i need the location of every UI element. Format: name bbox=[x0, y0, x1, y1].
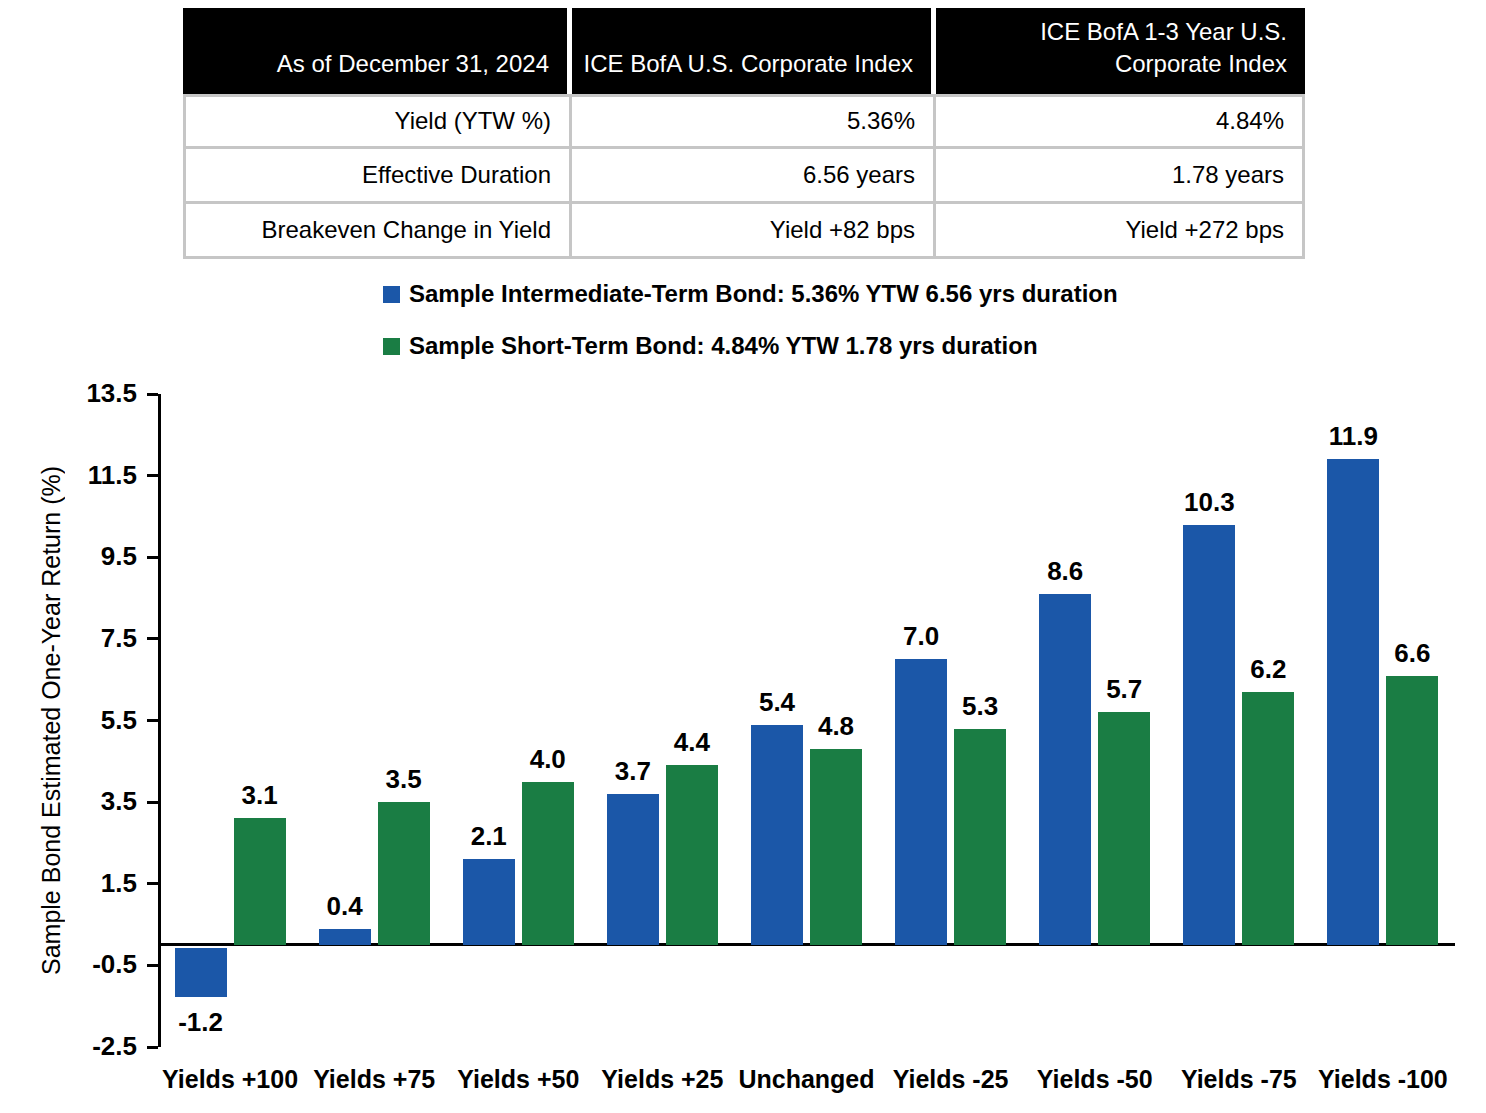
bar-intermediate bbox=[751, 725, 803, 945]
page: As of December 31, 2024 ICE BofA U.S. Co… bbox=[0, 0, 1486, 1113]
bar-short bbox=[954, 729, 1006, 945]
legend-swatch-blue-icon bbox=[383, 286, 400, 303]
table-header-1-3yr-index: ICE BofA 1-3 Year U.S. Corporate Index bbox=[936, 8, 1305, 94]
y-axis-tick bbox=[147, 801, 158, 804]
y-axis-tick-label: 11.5 bbox=[40, 460, 137, 491]
cell-duration-short: 1.78 years bbox=[936, 149, 1305, 204]
bar-short bbox=[1386, 676, 1438, 945]
bar-short bbox=[1242, 692, 1294, 945]
x-axis-category-label: Yields -100 bbox=[1311, 1065, 1455, 1094]
cell-duration-corp: 6.56 years bbox=[572, 149, 936, 204]
x-axis-category-label: Yields +50 bbox=[446, 1065, 590, 1094]
row-label-breakeven: Breakeven Change in Yield bbox=[183, 204, 572, 259]
index-comparison-table: As of December 31, 2024 ICE BofA U.S. Co… bbox=[183, 8, 1305, 259]
cell-breakeven-short: Yield +272 bps bbox=[936, 204, 1305, 259]
bar-value-label: 5.3 bbox=[928, 691, 1032, 722]
table-row: Breakeven Change in Yield Yield +82 bps … bbox=[183, 204, 1305, 259]
legend-label-intermediate: Sample Intermediate-Term Bond: 5.36% YTW… bbox=[409, 280, 1118, 308]
y-axis-tick bbox=[147, 1046, 158, 1049]
y-axis-line bbox=[158, 394, 161, 1047]
bar-intermediate bbox=[1327, 459, 1379, 945]
y-axis-tick-label: 13.5 bbox=[40, 378, 137, 409]
chart-legend: Sample Intermediate-Term Bond: 5.36% YTW… bbox=[383, 280, 1118, 360]
table-row: Yield (YTW %) 5.36% 4.84% bbox=[183, 94, 1305, 149]
legend-item-intermediate: Sample Intermediate-Term Bond: 5.36% YTW… bbox=[383, 280, 1118, 308]
bar-value-label: 3.1 bbox=[208, 780, 312, 811]
bar-short bbox=[522, 782, 574, 945]
cell-breakeven-corp: Yield +82 bps bbox=[572, 204, 936, 259]
bar-short bbox=[1098, 712, 1150, 945]
x-axis-category-label: Yields +25 bbox=[590, 1065, 734, 1094]
y-axis-tick-label: 5.5 bbox=[40, 705, 137, 736]
bar-intermediate bbox=[1039, 594, 1091, 945]
table-header-asof: As of December 31, 2024 bbox=[183, 8, 572, 94]
bar-intermediate bbox=[607, 794, 659, 945]
bar-short bbox=[810, 749, 862, 945]
y-axis-tick bbox=[147, 474, 158, 477]
bar-intermediate bbox=[1183, 525, 1235, 945]
bar-short bbox=[234, 818, 286, 945]
bar-short bbox=[378, 802, 430, 945]
y-axis-tick bbox=[147, 964, 158, 967]
y-axis-tick-label: 9.5 bbox=[40, 541, 137, 572]
bar-value-label: 5.7 bbox=[1072, 674, 1176, 705]
row-label-yield: Yield (YTW %) bbox=[183, 94, 572, 149]
x-axis-category-label: Yields -25 bbox=[879, 1065, 1023, 1094]
y-axis-tick bbox=[147, 637, 158, 640]
bar-value-label: 6.6 bbox=[1360, 638, 1464, 669]
bar-value-label: 8.6 bbox=[1013, 556, 1117, 587]
bar-intermediate bbox=[319, 929, 371, 945]
bar-intermediate bbox=[463, 859, 515, 945]
bar-short bbox=[666, 765, 718, 945]
cell-yield-short: 4.84% bbox=[936, 94, 1305, 149]
x-axis-category-label: Unchanged bbox=[734, 1065, 878, 1094]
cell-yield-corp: 5.36% bbox=[572, 94, 936, 149]
y-axis-tick-label: 1.5 bbox=[40, 868, 137, 899]
legend-item-short: Sample Short-Term Bond: 4.84% YTW 1.78 y… bbox=[383, 332, 1118, 360]
x-axis-category-label: Yields -75 bbox=[1167, 1065, 1311, 1094]
y-axis-tick-label: 7.5 bbox=[40, 623, 137, 654]
table-header-row: As of December 31, 2024 ICE BofA U.S. Co… bbox=[183, 8, 1305, 94]
bar-value-label: 4.8 bbox=[784, 711, 888, 742]
y-axis-tick bbox=[147, 393, 158, 396]
row-label-duration: Effective Duration bbox=[183, 149, 572, 204]
bar-value-label: -1.2 bbox=[149, 1007, 253, 1038]
bar-value-label: 4.4 bbox=[640, 727, 744, 758]
bar-chart-plot-area: 13.511.59.57.55.53.51.5-0.5-2.5-1.23.1Yi… bbox=[158, 394, 1455, 1047]
y-axis-tick-label: -2.5 bbox=[40, 1031, 137, 1062]
bar-value-label: 10.3 bbox=[1157, 487, 1261, 518]
x-axis-category-label: Yields +100 bbox=[158, 1065, 302, 1094]
x-axis-category-label: Yields +75 bbox=[302, 1065, 446, 1094]
table-row: Effective Duration 6.56 years 1.78 years bbox=[183, 149, 1305, 204]
x-axis-category-label: Yields -50 bbox=[1023, 1065, 1167, 1094]
legend-label-short: Sample Short-Term Bond: 4.84% YTW 1.78 y… bbox=[409, 332, 1038, 360]
bar-intermediate bbox=[175, 948, 227, 997]
y-axis-tick-label: 3.5 bbox=[40, 786, 137, 817]
y-axis-tick-label: -0.5 bbox=[40, 949, 137, 980]
bar-value-label: 11.9 bbox=[1301, 421, 1405, 452]
bar-value-label: 6.2 bbox=[1216, 654, 1320, 685]
legend-swatch-green-icon bbox=[383, 338, 400, 355]
table-header-corporate-index: ICE BofA U.S. Corporate Index bbox=[572, 8, 936, 94]
y-axis-tick bbox=[147, 882, 158, 885]
bar-value-label: 7.0 bbox=[869, 621, 973, 652]
y-axis-tick bbox=[147, 556, 158, 559]
y-axis-tick bbox=[147, 719, 158, 722]
bar-value-label: 3.5 bbox=[352, 764, 456, 795]
